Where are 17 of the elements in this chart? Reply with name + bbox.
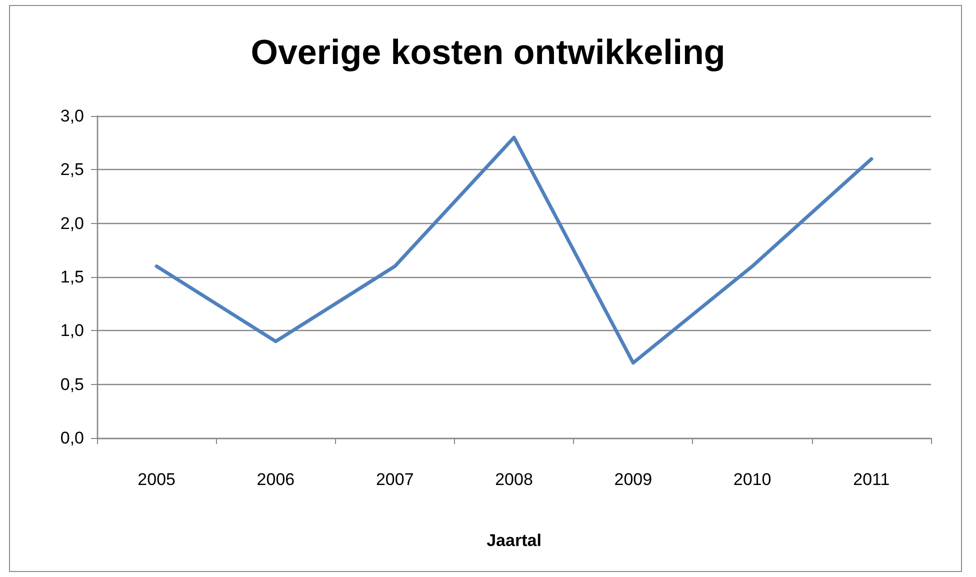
x-tick-label: 2009 [614,470,652,489]
y-tick-label: 1,0 [60,321,84,340]
x-axis-title: Jaartal [486,531,542,550]
chart-title: Overige kosten ontwikkeling [250,33,726,72]
x-tick-label: 2008 [495,470,533,489]
y-tick-label: 3,0 [60,106,84,126]
x-tick-label: 2011 [853,470,890,489]
y-tick-label: 2,0 [60,214,84,233]
x-tick-label: 2007 [376,470,414,489]
y-tick-label: 0,0 [60,428,84,448]
x-tick-label: 2010 [733,470,772,489]
y-tick-label: 1,5 [60,268,84,286]
x-tick-label: 2006 [256,470,295,489]
y-tick-label: 2,5 [60,160,84,180]
y-tick-label: 0,5 [60,374,84,394]
x-tick-label: 2005 [138,470,176,489]
line-series [154,136,874,365]
